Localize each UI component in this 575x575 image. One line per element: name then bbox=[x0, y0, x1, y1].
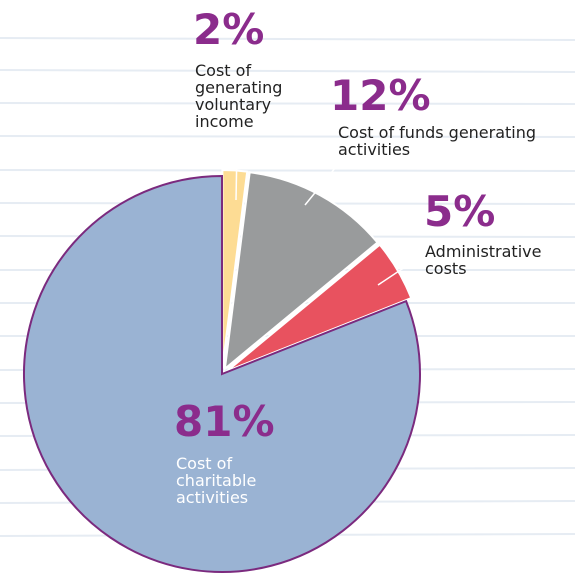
pie bbox=[23, 169, 421, 573]
pie-slice bbox=[226, 243, 413, 372]
value-label: 12% bbox=[330, 71, 431, 120]
slice-label: Administrative costs bbox=[425, 242, 542, 278]
pie-slice bbox=[221, 169, 249, 369]
slice-label: Cost of charitable activities bbox=[176, 454, 257, 507]
value-label: 2% bbox=[193, 5, 265, 54]
leader-lines bbox=[235, 147, 424, 286]
slice-label: Cost of funds generating activities bbox=[338, 123, 537, 159]
pie-slice bbox=[23, 174, 421, 573]
value-label: 5% bbox=[424, 187, 496, 236]
pie-slice bbox=[223, 171, 379, 372]
value-label: 81% bbox=[174, 397, 275, 446]
slice-label: Cost of generating voluntary income bbox=[195, 61, 283, 131]
